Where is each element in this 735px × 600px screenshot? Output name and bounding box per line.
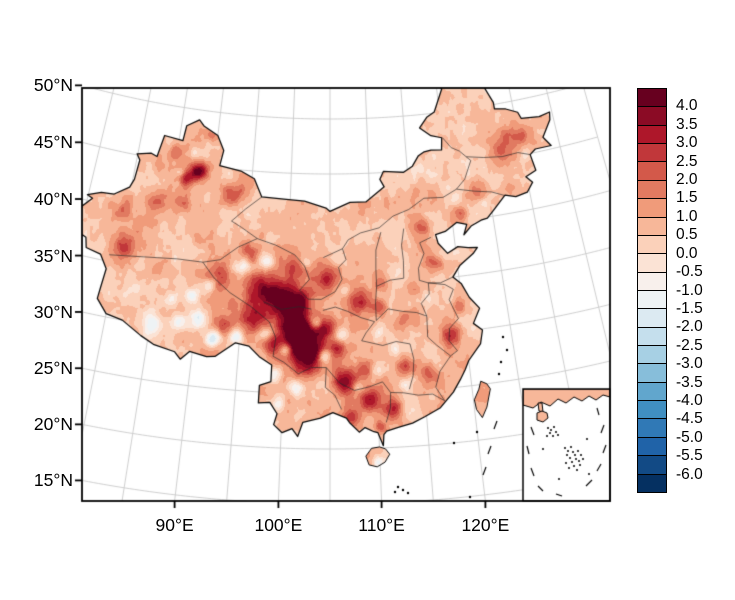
colorbar-cell xyxy=(638,235,666,255)
colorbar-cell xyxy=(638,125,666,145)
colorbar-tick-label: -6.0 xyxy=(676,465,703,483)
colorbar-cell xyxy=(638,364,666,383)
colorbar-cell xyxy=(638,382,666,402)
colorbar-cell xyxy=(638,437,666,457)
colorbar-tick-label: 0.5 xyxy=(676,226,698,244)
colorbar xyxy=(637,88,667,493)
colorbar-cell xyxy=(638,180,666,200)
colorbar-tick-label: -2.0 xyxy=(676,318,703,336)
lon-tick-label: 110°E xyxy=(358,515,405,535)
colorbar-cell xyxy=(638,217,666,236)
colorbar-tick-label: -2.5 xyxy=(676,336,703,354)
lat-tick-label: 25°N xyxy=(33,358,73,379)
colorbar-cell xyxy=(638,309,666,328)
lat-tick-label: 50°N xyxy=(33,75,73,96)
lat-tick-label: 45°N xyxy=(33,132,73,153)
colorbar-tick-label: -5.5 xyxy=(676,447,703,465)
lat-tick-label: 35°N xyxy=(33,245,73,266)
colorbar-tick-label: -0.5 xyxy=(676,263,703,281)
colorbar-cell xyxy=(638,89,666,108)
colorbar-cell xyxy=(638,327,666,347)
colorbar-cell xyxy=(638,401,666,420)
lon-tick-label: 120°E xyxy=(461,515,510,535)
colorbar-tick-label: -4.5 xyxy=(676,410,703,428)
colorbar-cell xyxy=(638,199,666,218)
colorbar-cell xyxy=(638,290,666,310)
lat-tick-label: 20°N xyxy=(33,414,73,435)
colorbar-cell xyxy=(638,144,666,163)
colorbar-cell xyxy=(638,254,666,273)
colorbar-tick-label: -5.0 xyxy=(676,428,703,446)
lon-tick-label: 90°E xyxy=(155,515,194,535)
colorbar-tick-label: -3.0 xyxy=(676,355,703,373)
colorbar-tick-label: -3.5 xyxy=(676,373,703,391)
colorbar-cell xyxy=(638,272,666,291)
lon-tick-label: 100°E xyxy=(254,515,303,535)
colorbar-tick-label: 1.0 xyxy=(676,207,698,225)
lat-tick-label: 40°N xyxy=(33,189,73,210)
colorbar-cell xyxy=(638,419,666,438)
colorbar-cell xyxy=(638,474,666,492)
colorbar-tick-label: 2.5 xyxy=(676,152,698,170)
lat-tick-label: 30°N xyxy=(33,301,73,322)
colorbar-tick-label: -4.0 xyxy=(676,391,703,409)
colorbar-tick-label: -1.5 xyxy=(676,299,703,317)
colorbar-tick-label: 1.5 xyxy=(676,189,698,207)
colorbar-tick-label: 2.0 xyxy=(676,171,698,189)
colorbar-cell xyxy=(638,346,666,365)
colorbar-cell xyxy=(638,162,666,181)
colorbar-cell xyxy=(638,107,666,126)
colorbar-tick-label: 3.5 xyxy=(676,115,698,133)
lat-tick-label: 15°N xyxy=(33,470,73,491)
colorbar-tick-label: 3.0 xyxy=(676,134,698,152)
colorbar-cell xyxy=(638,456,666,475)
colorbar-tick-label: 0.0 xyxy=(676,244,698,262)
colorbar-tick-label: -1.0 xyxy=(676,281,703,299)
colorbar-tick-label: 4.0 xyxy=(676,97,698,115)
